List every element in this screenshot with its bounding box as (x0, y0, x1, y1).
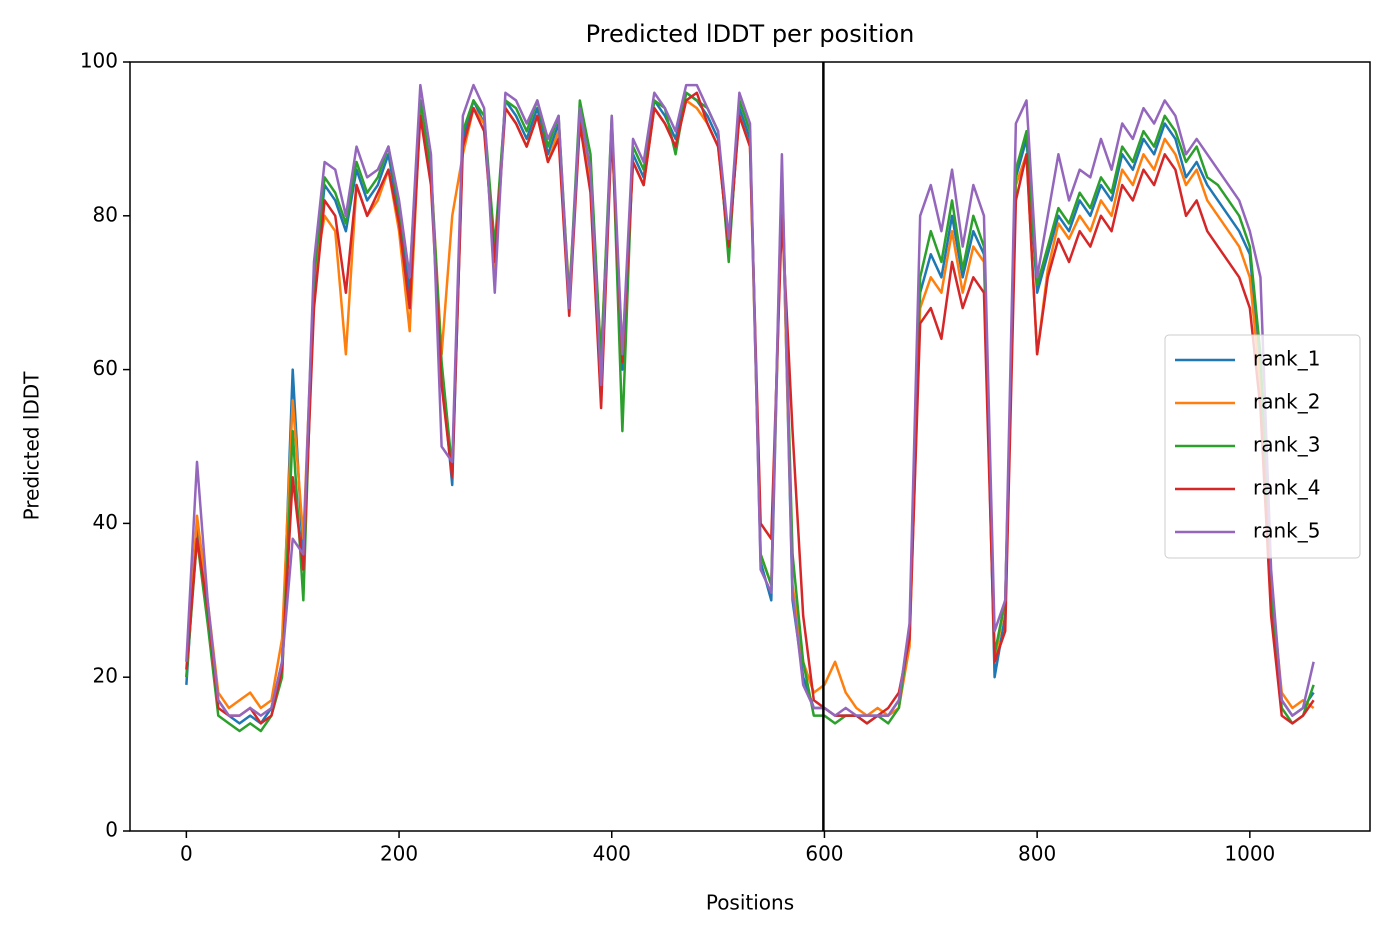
y-tick-label: 80 (93, 202, 118, 226)
x-tick-label: 0 (180, 842, 193, 866)
legend-label: rank_4 (1253, 476, 1320, 500)
plot-frame (129, 61, 1371, 832)
legend-label: rank_3 (1253, 433, 1320, 457)
legend-label: rank_1 (1253, 347, 1320, 371)
y-tick-label: 0 (105, 818, 118, 842)
series-line (185, 83, 1315, 717)
x-tick-label: 200 (380, 842, 418, 866)
legend-box (1164, 334, 1361, 559)
x-tick-label: 400 (593, 842, 631, 866)
x-tick-label: 1000 (1224, 842, 1275, 866)
legend-label: rank_5 (1253, 519, 1320, 543)
x-axis-label: Positions (706, 891, 794, 915)
y-tick-label: 20 (93, 664, 118, 688)
legend: rank_1 rank_2 rank_3 rank_4 rank_5 (1164, 334, 1361, 559)
y-axis-label: Predicted lDDT (20, 371, 44, 521)
chart-title: Predicted lDDT per position (586, 20, 915, 48)
y-tick-label: 40 (93, 510, 118, 534)
legend-label: rank_2 (1253, 390, 1320, 414)
y-tick-label: 100 (80, 49, 118, 73)
x-tick-label: 600 (805, 842, 843, 866)
x-tick-label: 800 (1018, 842, 1056, 866)
y-tick-label: 60 (93, 356, 118, 380)
